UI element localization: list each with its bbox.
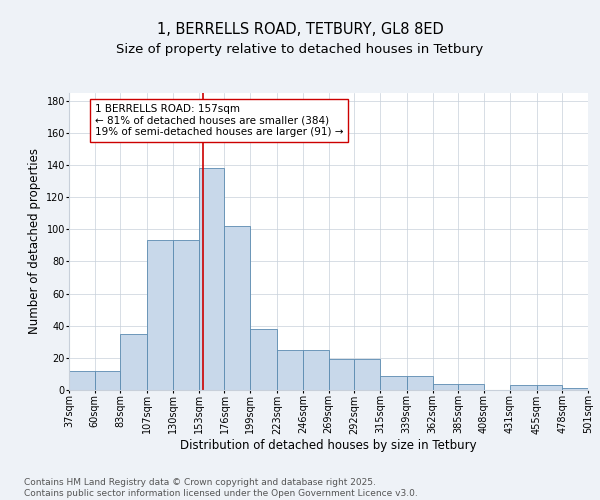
Bar (536, 385, 562, 390)
Bar (407, 376, 433, 390)
Bar (121, 334, 147, 390)
Y-axis label: Number of detached properties: Number of detached properties (28, 148, 41, 334)
Text: 1, BERRELLS ROAD, TETBURY, GL8 8ED: 1, BERRELLS ROAD, TETBURY, GL8 8ED (157, 22, 443, 38)
Bar (69, 370, 95, 390)
Bar (95, 370, 121, 390)
Text: Size of property relative to detached houses in Tetbury: Size of property relative to detached ho… (116, 42, 484, 56)
Text: 1 BERRELLS ROAD: 157sqm
← 81% of detached houses are smaller (384)
19% of semi-d: 1 BERRELLS ROAD: 157sqm ← 81% of detache… (95, 104, 343, 137)
Bar (277, 350, 303, 390)
Bar (199, 168, 224, 390)
Bar (329, 360, 354, 390)
Bar (510, 385, 536, 390)
Bar (433, 384, 458, 390)
Text: Contains HM Land Registry data © Crown copyright and database right 2025.
Contai: Contains HM Land Registry data © Crown c… (24, 478, 418, 498)
Bar (562, 388, 588, 390)
Bar (354, 360, 380, 390)
X-axis label: Distribution of detached houses by size in Tetbury: Distribution of detached houses by size … (180, 439, 477, 452)
Bar (147, 240, 173, 390)
Bar (224, 226, 250, 390)
Bar (173, 240, 199, 390)
Bar (250, 329, 277, 390)
Bar (458, 384, 484, 390)
Bar (303, 350, 329, 390)
Bar (380, 376, 407, 390)
